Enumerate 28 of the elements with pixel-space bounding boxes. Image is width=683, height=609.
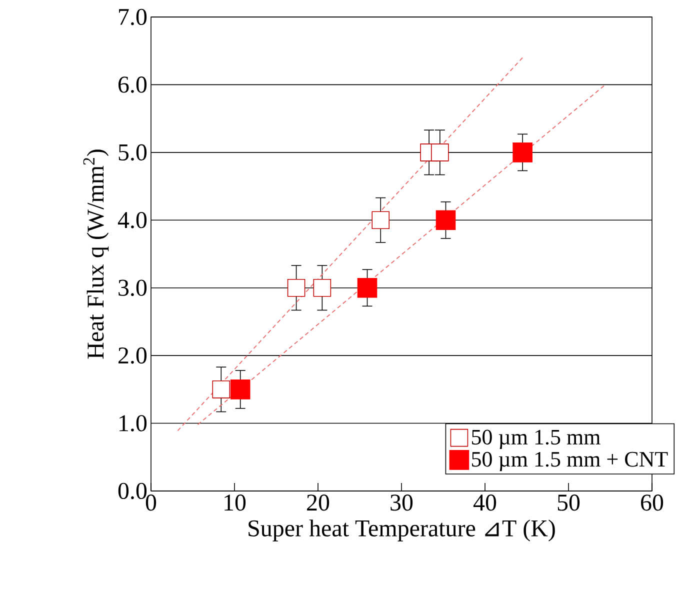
x-tick-label: 40 — [473, 494, 496, 511]
x-tick-label: 60 — [641, 494, 664, 511]
point — [230, 380, 250, 400]
y-axis-title: Heat Flux q (W/mm$^{2}$) — [83, 150, 109, 359]
x-tick-label: 20 — [307, 494, 330, 511]
y-tick-label: 7.0 — [119, 8, 147, 26]
x-tick-label: 0 — [146, 494, 156, 511]
legend-label: 50 µm 1.5 mm + CNT — [472, 452, 668, 472]
point — [287, 278, 306, 297]
y-tick-label: 2.0 — [118, 347, 147, 364]
y-tick-label: 6.0 — [118, 76, 147, 93]
legend-label: 50 µm 1.5 mm — [472, 430, 600, 450]
y-tick-label: 5.0 — [118, 144, 147, 161]
point — [431, 144, 449, 162]
y-tick-label: 0.0 — [118, 482, 147, 500]
point — [372, 211, 390, 230]
point — [512, 142, 532, 162]
point — [357, 278, 378, 298]
y-tick-label: 3.0 — [118, 280, 147, 296]
x-tick-label: 10 — [224, 494, 246, 511]
y-tick-label: 4.0 — [118, 212, 147, 228]
x-axis-title: Super heat Temperature ⊿T (K) — [248, 520, 555, 542]
y-tick-label: 1.0 — [120, 415, 147, 432]
x-tick-label: 30 — [390, 494, 413, 511]
point — [313, 278, 332, 297]
point — [212, 380, 230, 398]
point — [436, 210, 456, 230]
x-tick-label: 50 — [558, 494, 580, 511]
